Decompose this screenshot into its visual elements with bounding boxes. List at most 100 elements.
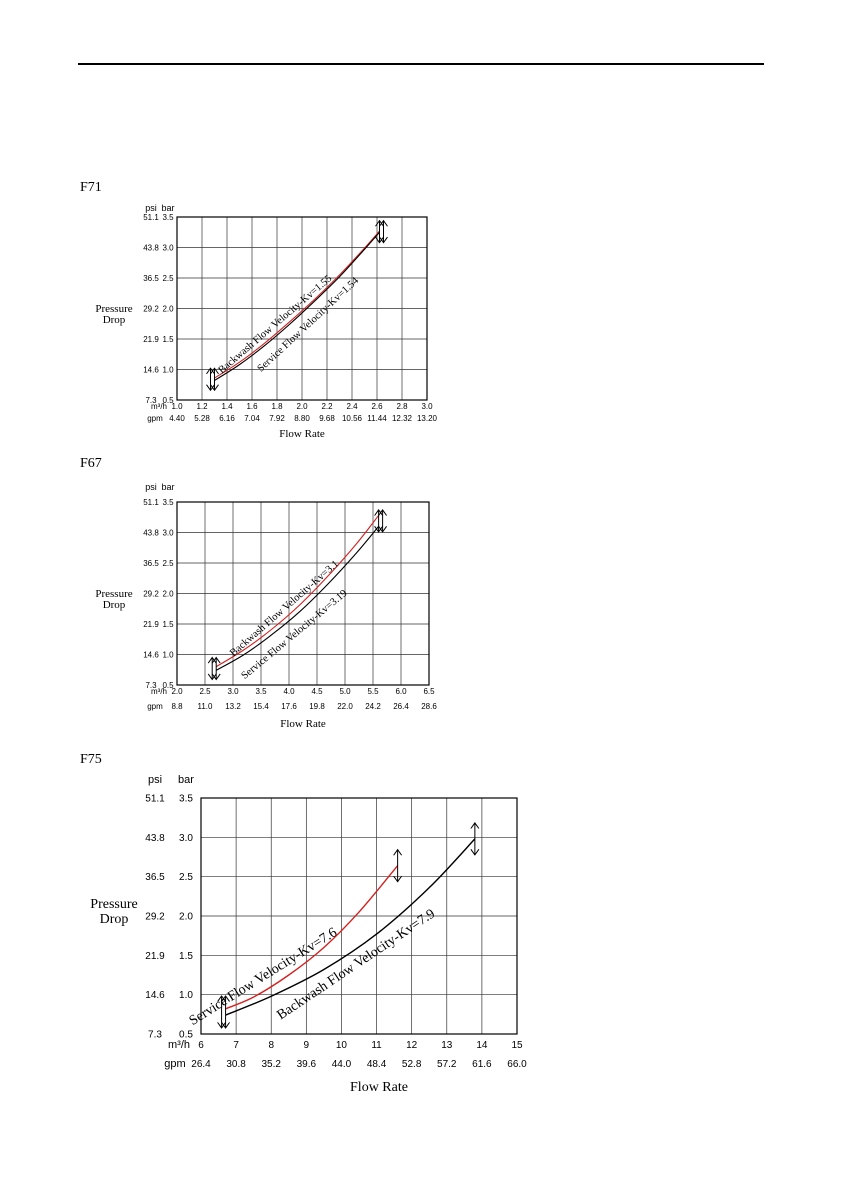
x-tick-gpm: 48.4 xyxy=(367,1059,387,1070)
x-tick-gpm: 39.6 xyxy=(297,1059,317,1070)
plot-frame xyxy=(176,501,430,686)
x-tick-gpm: 26.4 xyxy=(191,1059,211,1070)
x-tick-gpm: 22.0 xyxy=(337,702,353,711)
range-arrowhead-down xyxy=(217,1022,226,1029)
x-tick-label: 12 xyxy=(406,1040,418,1051)
x-tick-gpm: 17.6 xyxy=(281,702,297,711)
y-tick-bar: 1.0 xyxy=(162,365,174,374)
x-tick-gpm: 30.8 xyxy=(226,1059,246,1070)
range-arrowhead-up xyxy=(217,995,226,1002)
x-tick-label: 4.5 xyxy=(311,687,323,696)
y-tick-bar: 1.0 xyxy=(179,990,193,1001)
x-unit-primary: m³/h xyxy=(151,687,167,696)
y-tick-bar: 0.5 xyxy=(162,396,174,405)
y-tick-bar: 2.5 xyxy=(162,559,174,568)
range-arrowhead-down xyxy=(211,673,221,681)
range-arrowhead-up xyxy=(378,509,388,516)
range-arrowhead-up xyxy=(206,367,215,375)
y-tick-bar: 3.0 xyxy=(179,833,193,844)
f75-chart: F75 psi bar 0.5 7.3 1.0 14.6 1.5 21.9 2.0 29.2 2.5 3… xyxy=(80,752,527,1095)
y-tick-psi: 29.2 xyxy=(143,589,159,598)
x-tick-label: 7 xyxy=(233,1040,239,1051)
y-tick-psi: 51.1 xyxy=(143,498,159,507)
model-label: F67 xyxy=(80,456,102,471)
x-tick-label: 3.5 xyxy=(255,687,267,696)
y-tick-psi: 21.9 xyxy=(145,951,165,962)
header-rule xyxy=(78,63,764,65)
x-tick-label: 3.0 xyxy=(421,402,433,411)
x-tick-label: 2.4 xyxy=(346,402,358,411)
x-tick-label: 14 xyxy=(476,1040,488,1051)
x-axis-title: Flow Rate xyxy=(280,718,326,730)
plot-frame xyxy=(200,797,518,1035)
x-tick-label: 6 xyxy=(198,1040,204,1051)
x-tick-gpm: 15.4 xyxy=(253,702,269,711)
x-tick-label: 9 xyxy=(304,1040,310,1051)
x-tick-label: 2.8 xyxy=(396,402,408,411)
y-tick-psi: 43.8 xyxy=(143,243,159,252)
y-tick-bar: 1.5 xyxy=(162,620,174,629)
series-line xyxy=(225,865,399,1010)
series-line xyxy=(215,526,380,671)
x-unit-primary: m³/h xyxy=(168,1039,190,1051)
x-tick-label: 2.0 xyxy=(296,402,308,411)
y-tick-psi: 14.6 xyxy=(145,990,165,1001)
y-tick-bar: 1.0 xyxy=(162,650,174,659)
psi-header: psi xyxy=(145,482,157,492)
range-arrowhead-up xyxy=(211,656,221,664)
x-tick-label: 2.6 xyxy=(371,402,383,411)
x-tick-label: 1.6 xyxy=(246,402,258,411)
x-tick-label: 1.2 xyxy=(196,402,208,411)
x-tick-gpm: 19.8 xyxy=(309,702,325,711)
bar-header: bar xyxy=(161,203,174,213)
x-tick-gpm: 8.8 xyxy=(171,702,183,711)
x-tick-gpm: 6.16 xyxy=(219,414,235,423)
y-tick-bar: 3.5 xyxy=(162,498,174,507)
y-axis-title-line1: Pressure xyxy=(95,588,132,600)
y-tick-bar: 1.5 xyxy=(162,335,174,344)
bar-header: bar xyxy=(178,774,194,786)
y-tick-bar: 3.0 xyxy=(162,243,174,252)
range-arrowhead-up xyxy=(207,656,217,664)
y-axis-title-line1: Pressure xyxy=(90,897,137,912)
range-arrowhead-down xyxy=(221,1022,230,1029)
x-tick-gpm: 7.04 xyxy=(244,414,260,423)
x-tick-gpm: 9.68 xyxy=(319,414,335,423)
model-label: F75 xyxy=(80,752,102,767)
series-line xyxy=(214,230,380,379)
y-axis-title-line2: Drop xyxy=(103,314,126,326)
x-tick-label: 1.4 xyxy=(221,402,233,411)
x-unit-secondary: gpm xyxy=(147,414,163,423)
y-tick-bar: 2.0 xyxy=(179,912,193,923)
y-tick-psi: 7.3 xyxy=(145,396,157,405)
y-tick-psi: 21.9 xyxy=(143,335,159,344)
y-tick-psi: 36.5 xyxy=(145,872,165,883)
range-arrowhead-up xyxy=(470,822,480,829)
x-tick-gpm: 52.8 xyxy=(402,1059,422,1070)
y-tick-bar: 3.5 xyxy=(162,213,174,222)
range-arrowhead-down xyxy=(210,384,219,392)
series-label: Service Flow Velocity-Kv=7.6 xyxy=(187,925,340,1029)
range-arrowhead-up xyxy=(393,848,403,856)
bar-header: bar xyxy=(161,482,174,492)
y-tick-psi: 43.8 xyxy=(145,833,165,844)
x-tick-label: 2.2 xyxy=(321,402,333,411)
y-tick-psi: 51.1 xyxy=(143,213,159,222)
x-axis-title: Flow Rate xyxy=(279,428,325,440)
y-tick-psi: 21.9 xyxy=(143,620,159,629)
x-tick-label: 1.0 xyxy=(171,402,183,411)
x-tick-gpm: 10.56 xyxy=(342,414,363,423)
x-tick-label: 1.8 xyxy=(271,402,283,411)
y-tick-psi: 43.8 xyxy=(143,528,159,537)
y-tick-psi: 36.5 xyxy=(143,274,159,283)
y-tick-psi: 7.3 xyxy=(145,681,157,690)
x-tick-gpm: 13.2 xyxy=(225,702,241,711)
x-tick-label: 13 xyxy=(441,1040,453,1051)
x-unit-secondary: gpm xyxy=(147,702,163,711)
range-arrowhead-down xyxy=(379,236,388,244)
range-arrowhead-down xyxy=(206,384,215,392)
series-label: Backwash Flow Velocity-Kv=7.9 xyxy=(275,907,438,1024)
y-tick-psi: 29.2 xyxy=(145,912,165,923)
